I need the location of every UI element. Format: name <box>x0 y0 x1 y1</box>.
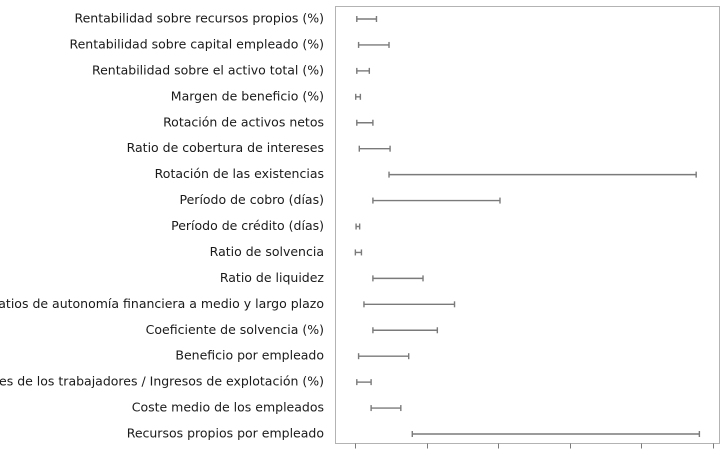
range-bar <box>356 379 372 386</box>
category-label: Beneficio por empleado <box>175 348 324 363</box>
category-label: Ratio de liquidez <box>220 270 325 285</box>
range-bar <box>372 327 439 334</box>
category-label: Coste medio de los empleados <box>132 400 324 415</box>
category-label: Margen de beneficio (%) <box>171 88 324 103</box>
range-bar <box>388 171 697 178</box>
range-bar <box>356 119 374 126</box>
category-label: Coeficiente de solvencia (%) <box>146 322 324 337</box>
category-label: Ratio de cobertura de intereses <box>127 140 324 155</box>
category-label: Período de cobro (días) <box>180 192 324 207</box>
range-bar <box>357 41 390 48</box>
range-bar <box>358 145 391 152</box>
category-label: Rentabilidad sobre el activo total (%) <box>92 62 324 77</box>
category-label: Ratios de autonomía financiera a medio y… <box>0 296 324 311</box>
category-label: Costes de los trabajadores / Ingresos de… <box>0 374 324 389</box>
range-bar <box>354 249 363 256</box>
category-label: Período de crédito (días) <box>171 218 324 233</box>
range-bar <box>355 93 362 100</box>
range-bar <box>356 16 378 22</box>
category-labels: Rentabilidad sobre recursos propios (%) R… <box>0 11 324 441</box>
range-bar <box>363 301 456 308</box>
range-bar <box>370 405 402 412</box>
category-label: Recursos propios por empleado <box>127 426 324 441</box>
range-bar <box>372 275 424 282</box>
range-bars <box>354 16 701 437</box>
range-bar <box>355 223 361 230</box>
range-bar <box>372 197 501 204</box>
category-label: Rentabilidad sobre recursos propios (%) <box>74 11 324 26</box>
category-label: Rotación de las existencias <box>155 166 324 181</box>
range-bar <box>357 353 410 360</box>
category-label: Rotación de activos netos <box>163 114 324 129</box>
category-label: Rentabilidad sobre capital empleado (%) <box>69 36 324 51</box>
plot-frame <box>335 6 720 444</box>
range-bar <box>411 431 701 437</box>
range-bar <box>356 67 371 74</box>
category-label: Ratio de solvencia <box>210 244 324 259</box>
x-axis-ticks <box>355 443 714 449</box>
